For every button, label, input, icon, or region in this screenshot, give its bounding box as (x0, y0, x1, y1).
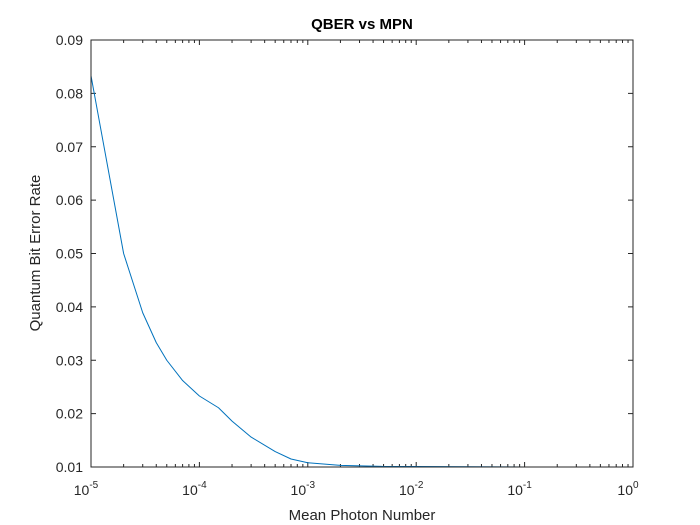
x-tick-exponent: -5 (89, 480, 98, 491)
x-tick-exponent: -4 (198, 480, 207, 491)
series-layer (90, 75, 633, 468)
y-axis-label: Quantum Bit Error Rate (27, 175, 44, 332)
y-tick-label: 0.01 (56, 459, 83, 475)
y-tick-label: 0.06 (56, 192, 83, 208)
axes-box (90, 39, 634, 468)
x-tick-labels: 10-5 10-4 10-3 10-2 10-1 100 (74, 480, 639, 498)
y-tick-label: 0.04 (56, 299, 83, 315)
x-tick-base: 10 (399, 482, 415, 498)
x-tick-label: 10-5 (74, 480, 99, 498)
x-tick-label: 100 (617, 480, 639, 498)
x-tick-exponent: -1 (523, 480, 532, 491)
y-tick-label: 0.09 (56, 32, 83, 48)
y-tick-labels: 0.01 0.02 0.03 0.04 0.05 0.06 0.07 0.08 0.09 (56, 32, 83, 475)
chart-title: QBER vs MPN (311, 16, 413, 33)
x-axis-label: Mean Photon Number (289, 507, 436, 524)
x-tick-label: 10-2 (399, 480, 424, 498)
qber-series-line (90, 75, 633, 468)
x-tick-label: 10-1 (507, 480, 532, 498)
x-tick-label: 10-4 (182, 480, 207, 498)
x-tick-base: 10 (507, 482, 523, 498)
x-tick-base: 10 (617, 482, 633, 498)
x-tick-label: 10-3 (291, 480, 316, 498)
y-tick-label: 0.02 (56, 406, 83, 422)
x-tick-base: 10 (291, 482, 307, 498)
x-tick-exponent: -3 (306, 480, 315, 491)
x-tick-base: 10 (182, 482, 198, 498)
y-tick-label: 0.07 (56, 139, 83, 155)
x-tick-exponent: 0 (633, 480, 639, 491)
x-tick-exponent: -2 (415, 480, 424, 491)
plot-area (91, 40, 633, 467)
y-tick-label: 0.08 (56, 85, 83, 101)
x-tick-base: 10 (74, 482, 90, 498)
y-tick-label: 0.03 (56, 352, 83, 368)
y-tick-label: 0.05 (56, 246, 83, 262)
